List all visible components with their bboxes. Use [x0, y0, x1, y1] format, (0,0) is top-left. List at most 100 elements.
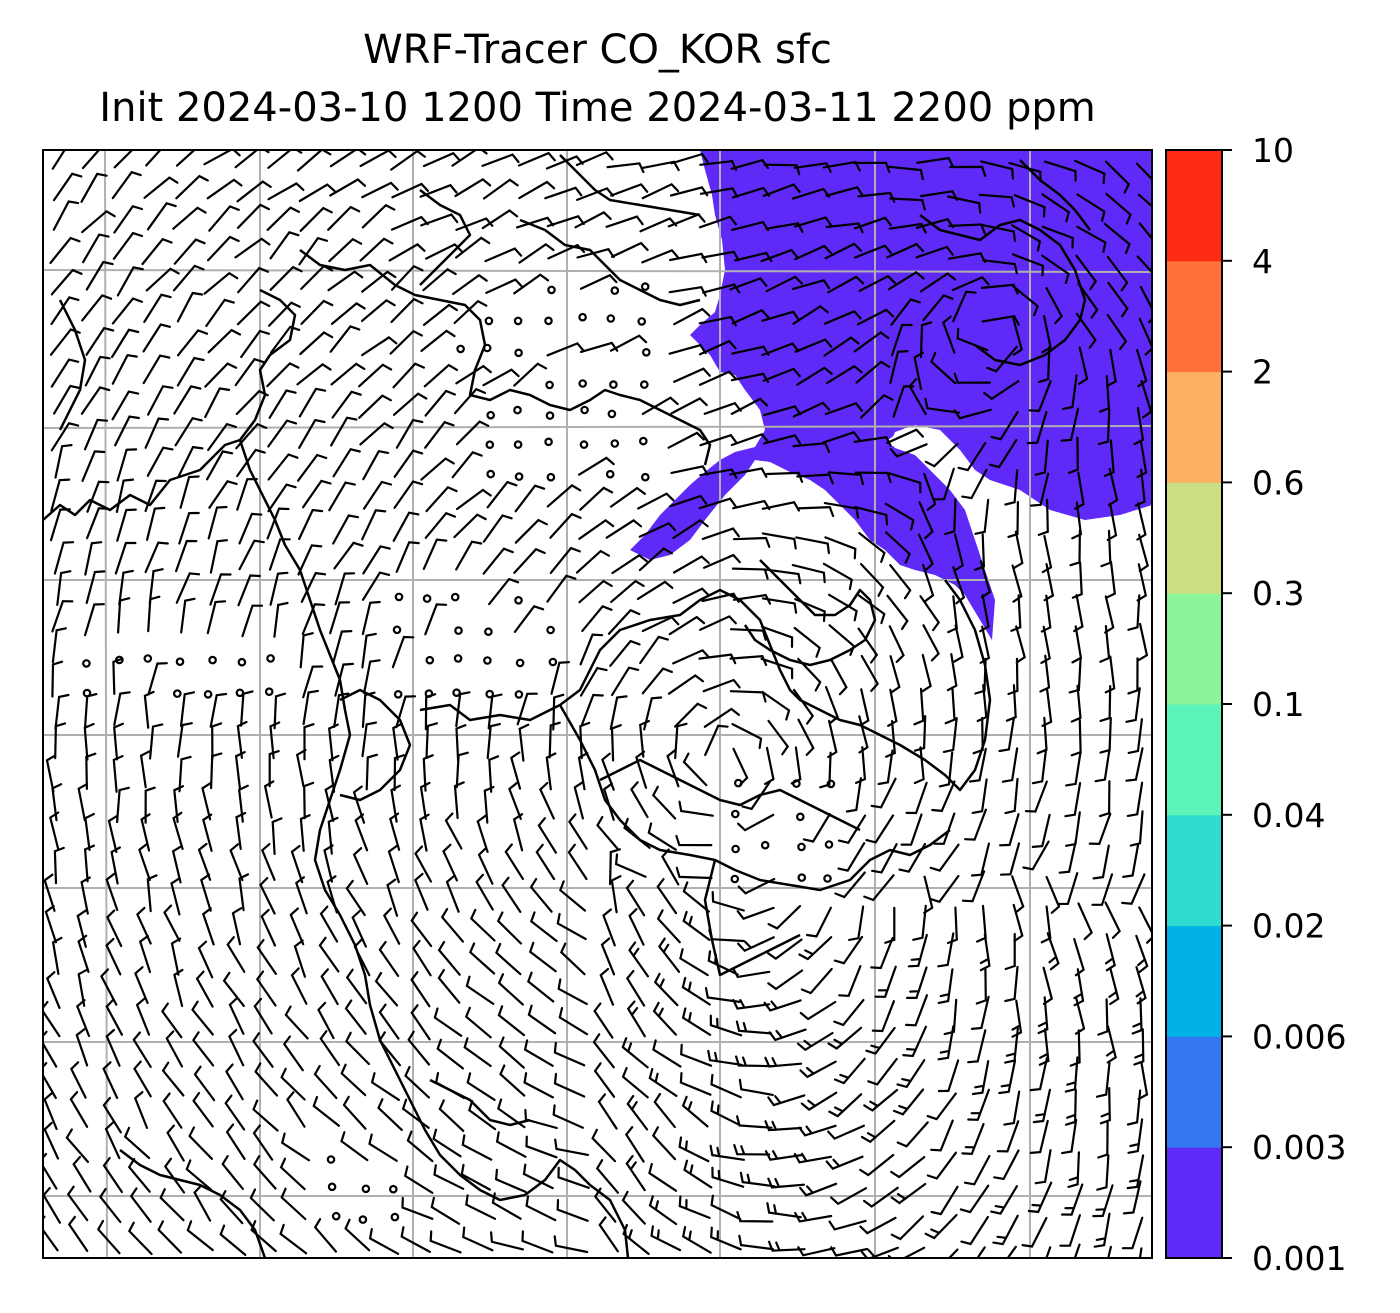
wind-barb: [793, 216, 833, 228]
wind-barb: [72, 1155, 92, 1193]
wind-barb: [825, 686, 839, 725]
wind-barb: [173, 238, 206, 265]
wind-barb: [578, 519, 615, 540]
calm-wind-marker: [425, 655, 435, 665]
wind-barb: [1106, 502, 1118, 541]
wind-barb: [833, 935, 864, 965]
wind-barb: [145, 150, 162, 167]
wind-barb: [138, 934, 152, 974]
wind-barb: [701, 527, 740, 540]
wind-barb: [82, 233, 110, 264]
wind-barb: [172, 264, 205, 292]
wind-barb: [332, 630, 353, 664]
wind-barb: [83, 418, 109, 451]
wind-barb: [148, 568, 164, 605]
wind-barb: [761, 310, 800, 322]
wind-barb: [296, 150, 332, 172]
wind-barb: [672, 587, 710, 604]
wind-barb: [49, 508, 71, 542]
wind-barb: [208, 480, 238, 509]
wind-barb: [45, 971, 61, 1009]
wind-barb: [359, 421, 394, 446]
wind-barb: [1028, 380, 1052, 413]
wind-barb: [884, 502, 915, 531]
wind-barb: [1004, 965, 1019, 1003]
wind-barb: [175, 572, 201, 604]
wind-barb: [888, 625, 905, 663]
colorbar-tick-label: 0.6: [1252, 463, 1304, 502]
wind-barb: [43, 1000, 61, 1038]
wind-barb: [527, 1004, 557, 1035]
wind-barb: [393, 449, 424, 478]
wind-barb: [512, 813, 524, 852]
wind-barb: [704, 724, 729, 757]
wind-barb: [537, 817, 557, 854]
wind-barb: [50, 268, 83, 296]
wind-barb: [698, 370, 737, 386]
wind-barb: [361, 336, 398, 357]
wind-barb: [535, 843, 556, 881]
wind-barb: [980, 283, 1019, 295]
wind-barb: [1045, 287, 1064, 325]
wind-barb: [1065, 751, 1082, 787]
wind-barb: [465, 1194, 497, 1220]
wind-barb: [1103, 222, 1131, 255]
wind-barb: [673, 307, 711, 326]
calm-wind-marker: [547, 285, 556, 295]
wind-barb: [83, 693, 98, 730]
wind-barb: [1104, 595, 1115, 634]
wind-barb: [626, 1094, 649, 1131]
wind-barb: [320, 968, 339, 1006]
wind-barb: [523, 1072, 554, 1099]
wind-barb: [1070, 684, 1082, 723]
wind-barb: [85, 326, 115, 356]
wind-barb: [114, 415, 140, 447]
wind-barb: [1067, 1151, 1080, 1188]
wind-barb: [143, 176, 179, 199]
wind-barb: [344, 999, 367, 1035]
wind-barb: [208, 205, 240, 232]
calm-wind-marker: [579, 440, 589, 449]
wind-barb: [342, 1095, 367, 1130]
calm-wind-marker: [392, 625, 402, 635]
wind-barb: [423, 363, 459, 388]
wind-barb: [1013, 530, 1024, 569]
wind-barb: [1039, 654, 1051, 693]
colorbar-tick-label: 0.1: [1252, 685, 1304, 724]
wind-barb: [930, 1119, 954, 1152]
wind-barb: [133, 1091, 149, 1129]
wind-barb: [906, 966, 928, 999]
wind-barb: [53, 541, 75, 575]
wind-barb: [142, 354, 171, 385]
wind-barb: [83, 844, 95, 883]
wind-barb: [761, 691, 791, 721]
wind-barb: [159, 1188, 185, 1222]
wind-barb: [971, 1060, 990, 1096]
wind-barb: [967, 1088, 990, 1121]
wind-barb: [488, 755, 500, 793]
wind-barb: [191, 1000, 214, 1036]
wind-barb: [43, 1062, 57, 1099]
wind-barb: [549, 546, 581, 574]
wind-barb: [1003, 1090, 1021, 1126]
wind-barb: [1005, 684, 1017, 722]
wind-barb: [51, 660, 64, 698]
wind-barb: [129, 1187, 152, 1223]
wind-barb: [1099, 685, 1112, 722]
wind-barb: [433, 1164, 465, 1190]
wind-barb: [1097, 998, 1109, 1036]
wind-barb: [983, 380, 1020, 401]
wind-barb: [857, 594, 886, 625]
wind-barb: [598, 1216, 619, 1253]
wind-barb: [792, 401, 831, 418]
wind-barb: [393, 754, 406, 792]
wind-barb: [235, 811, 247, 850]
calm-wind-marker: [640, 472, 650, 482]
wind-barb: [422, 303, 458, 326]
wind-barb: [498, 1036, 525, 1069]
wind-barb: [1022, 840, 1050, 871]
wind-barb: [249, 1188, 275, 1222]
wind-barb: [340, 1063, 367, 1097]
wind-barb: [949, 165, 987, 177]
wind-barb: [871, 1000, 895, 1033]
